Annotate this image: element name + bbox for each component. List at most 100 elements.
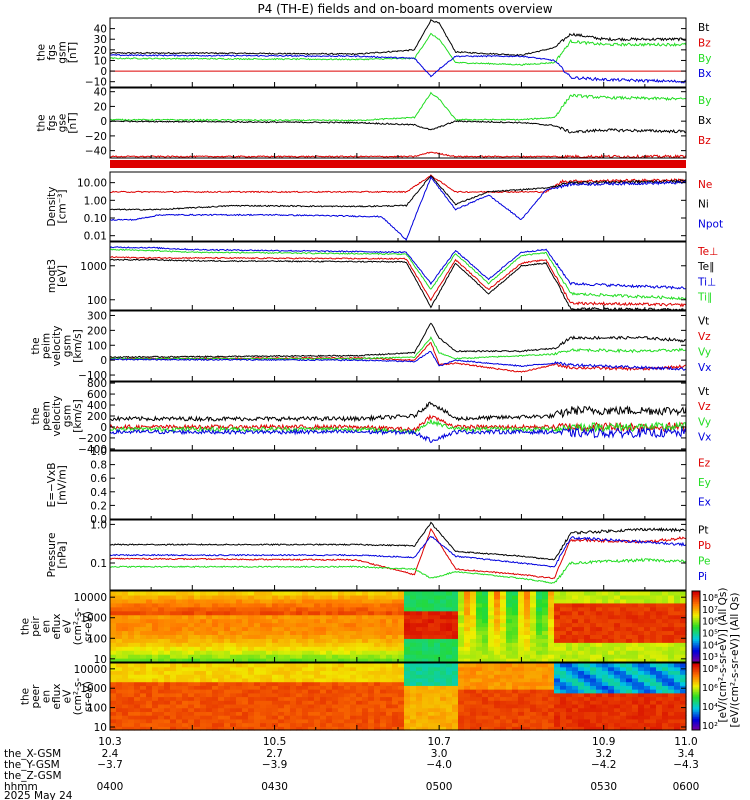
- heatmap-cell: [296, 610, 303, 616]
- heatmap-cell: [314, 646, 321, 651]
- heatmap-cell: [644, 630, 651, 635]
- heatmap-cell: [320, 666, 327, 672]
- heatmap-cell: [548, 622, 555, 628]
- y-tick-label: 800: [87, 378, 107, 390]
- x-tick-label: 10.9: [592, 736, 615, 748]
- heatmap-cell: [632, 700, 639, 705]
- heatmap-cell: [464, 650, 471, 655]
- heatmap-cell: [266, 715, 273, 720]
- heatmap-cell: [638, 715, 645, 720]
- heatmap-cell: [134, 670, 141, 675]
- heatmap-cell: [278, 711, 285, 716]
- heatmap-cell: [554, 654, 561, 659]
- heatmap-cell: [212, 591, 219, 596]
- heatmap-cell: [254, 618, 261, 624]
- x-tick-label: −3.9: [262, 759, 288, 771]
- y-axis-label: Density: [46, 187, 58, 227]
- heatmap-cell: [626, 602, 633, 608]
- heatmap-cell: [656, 689, 663, 694]
- heatmap-cell: [272, 598, 279, 604]
- heatmap-cell: [632, 606, 639, 612]
- heatmap-cell: [332, 707, 339, 712]
- heatmap-cell: [194, 711, 201, 716]
- heatmap-cell: [350, 646, 357, 651]
- heatmap-cell: [326, 677, 333, 683]
- heatmap-cell: [338, 598, 345, 604]
- heatmap-cell: [284, 614, 291, 620]
- heatmap-cell: [554, 696, 561, 701]
- heatmap-cell: [422, 689, 429, 694]
- heatmap-cell: [188, 711, 195, 716]
- heatmap-cell: [476, 674, 483, 679]
- heatmap-cell: [464, 638, 471, 643]
- heatmap-cell: [230, 598, 237, 604]
- heatmap-cell: [302, 642, 309, 647]
- colorbar-tick-label: 10⁵: [702, 628, 718, 639]
- heatmap-cell: [626, 654, 633, 659]
- heatmap-cell: [218, 674, 225, 679]
- heatmap-cell: [530, 598, 537, 604]
- heatmap-cell: [200, 610, 207, 616]
- heatmap-cell: [620, 689, 627, 694]
- heatmap-cell: [596, 689, 603, 694]
- heatmap-cell: [140, 722, 147, 727]
- heatmap-cell: [290, 689, 297, 694]
- heatmap-cell: [596, 642, 603, 647]
- heatmap-cell: [632, 666, 639, 672]
- heatmap-cell: [548, 646, 555, 651]
- heatmap-cell: [302, 650, 309, 655]
- heatmap-cell: [164, 692, 171, 698]
- heatmap-cell: [116, 646, 123, 651]
- heatmap-cell: [560, 692, 567, 698]
- heatmap-cell: [236, 670, 243, 675]
- heatmap-cell: [644, 634, 651, 639]
- heatmap-cell: [530, 722, 537, 727]
- heatmap-cell: [584, 674, 591, 679]
- heatmap-cell: [524, 646, 531, 651]
- heatmap-cell: [212, 703, 219, 709]
- heatmap-cell: [152, 689, 159, 694]
- heatmap-cell: [512, 626, 519, 632]
- heatmap-cell: [416, 602, 423, 608]
- heatmap-cell: [464, 591, 471, 596]
- heatmap-cell: [140, 674, 147, 679]
- heatmap-cell: [134, 634, 141, 639]
- heatmap-cell: [458, 722, 465, 727]
- heatmap-cell: [452, 670, 459, 675]
- heatmap-cell: [656, 726, 663, 731]
- heatmap-cell: [164, 677, 171, 683]
- heatmap-cell: [494, 666, 501, 672]
- heatmap-cell: [182, 674, 189, 679]
- heatmap-cell: [224, 654, 231, 659]
- heatmap-cell: [164, 638, 171, 643]
- heatmap-cell: [422, 614, 429, 620]
- heatmap-cell: [440, 650, 447, 655]
- heatmap-cell: [650, 638, 657, 643]
- heatmap-cell: [668, 646, 675, 651]
- heatmap-cell: [554, 670, 561, 675]
- heatmap-cell: [146, 689, 153, 694]
- heatmap-cell: [650, 674, 657, 679]
- heatmap-cell: [386, 666, 393, 672]
- colorbar-swatch: [692, 693, 700, 696]
- heatmap-cell: [212, 677, 219, 683]
- heatmap-cell: [170, 634, 177, 639]
- heatmap-cell: [266, 646, 273, 651]
- heatmap-cell: [458, 681, 465, 686]
- heatmap-cell: [206, 614, 213, 620]
- heatmap-cell: [128, 622, 135, 628]
- heatmap-cell: [680, 674, 687, 679]
- heatmap-cell: [464, 598, 471, 604]
- heatmap-cell: [122, 610, 129, 616]
- heatmap-cell: [380, 670, 387, 675]
- heatmap-cell: [266, 602, 273, 608]
- colorbar-frame: [691, 590, 701, 663]
- heatmap-cell: [476, 681, 483, 686]
- heatmap-cell: [506, 692, 513, 698]
- heatmap-cell: [674, 707, 681, 712]
- heatmap-cell: [614, 722, 621, 727]
- heatmap-cell: [134, 646, 141, 651]
- heatmap-cell: [560, 642, 567, 647]
- heatmap-cell: [290, 622, 297, 628]
- heatmap-cell: [272, 674, 279, 679]
